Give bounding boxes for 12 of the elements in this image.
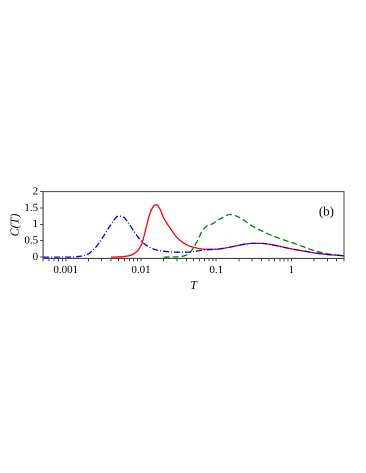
annotation: (b) — [318, 204, 334, 219]
y-axis-title: C(T) — [7, 214, 22, 236]
x-tick-label: 0.001 — [53, 264, 78, 276]
x-tick-label: 1 — [288, 264, 294, 276]
x-tick-label: 0.01 — [131, 264, 151, 276]
y-tick-label: 1 — [32, 218, 38, 230]
x-axis-title: T — [190, 278, 198, 292]
x-tick-label: 0.1 — [209, 264, 224, 276]
y-tick-label: 0.5 — [24, 234, 39, 247]
y-tick-label: 2 — [32, 185, 38, 198]
y-tick-label: 0 — [32, 250, 39, 263]
y-tick-label: 1.5 — [24, 202, 39, 214]
